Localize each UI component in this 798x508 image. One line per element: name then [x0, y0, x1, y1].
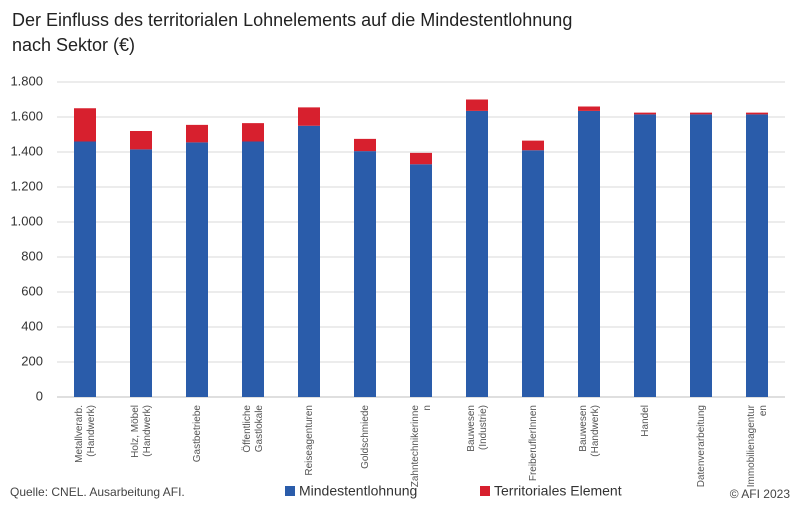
- bar-segment: [634, 112, 656, 115]
- bar-segment: [466, 99, 488, 111]
- x-tick-label: Datenverarbeitung: [696, 405, 707, 487]
- x-tick-label: Reiseagenturen: [304, 405, 315, 476]
- x-tick-label: Bauwesen(Industrie): [466, 405, 489, 452]
- y-tick-label: 1.000: [10, 213, 43, 228]
- bar-segment: [354, 151, 376, 397]
- bar-segment: [410, 164, 432, 397]
- y-tick-label: 800: [21, 248, 43, 263]
- x-tick-label: Zahntechnikerinnen: [410, 405, 433, 488]
- bar-segment: [578, 106, 600, 111]
- x-tick-label: Goldschmiede: [360, 405, 371, 469]
- x-tick-label: Holz, Möbel(Handwerk): [130, 405, 153, 458]
- bar-segment: [242, 123, 264, 142]
- y-tick-label: 1.200: [10, 178, 43, 193]
- y-tick-label: 0: [36, 388, 43, 403]
- x-tick-label: Gastbetriebe: [192, 405, 203, 463]
- bar-segment: [746, 112, 768, 115]
- y-tick-label: 1.800: [10, 73, 43, 88]
- legend-label: Mindestentlohnung: [299, 483, 417, 499]
- copyright: © AFI 2023: [730, 487, 791, 501]
- x-tick-label: FreiberuflerInnen: [528, 405, 539, 481]
- y-tick-label: 600: [21, 283, 43, 298]
- bar-segment: [298, 125, 320, 397]
- bar-segment: [522, 150, 544, 397]
- y-tick-label: 1.400: [10, 143, 43, 158]
- bar-segment: [130, 149, 152, 397]
- bar-segment: [578, 110, 600, 397]
- legend-swatch: [285, 486, 295, 496]
- chart-title: Der Einfluss des territorialen Lohneleme…: [12, 10, 572, 30]
- x-tick-label: ÖffentlicheGastlokale: [241, 405, 265, 453]
- bar-segment: [354, 138, 376, 152]
- bar-segment: [410, 152, 432, 165]
- bar-segment: [186, 142, 208, 397]
- x-tick-label: Handel: [640, 405, 651, 437]
- bar-segment: [298, 107, 320, 126]
- bar-segment: [130, 131, 152, 150]
- bar-segment: [746, 114, 768, 397]
- x-tick-label: Immobilienagenturen: [746, 404, 769, 487]
- bar-segment: [242, 141, 264, 397]
- bar-segment: [74, 141, 96, 397]
- y-tick-label: 200: [21, 353, 43, 368]
- source: Quelle: CNEL. Ausarbeitung AFI.: [10, 485, 185, 499]
- legend-swatch: [480, 486, 490, 496]
- bar-segment: [634, 114, 656, 397]
- bar-segment: [690, 114, 712, 397]
- bar-segment: [690, 112, 712, 115]
- legend-label: Territoriales Element: [494, 483, 622, 499]
- y-tick-label: 1.600: [10, 108, 43, 123]
- bar-segment: [74, 108, 96, 142]
- x-tick-label: Metallverarb.(Handwerk): [74, 405, 97, 463]
- bar-segment: [522, 140, 544, 151]
- bar-segment: [466, 110, 488, 397]
- x-tick-label: Bauwesen(Handwerk): [578, 405, 601, 457]
- bar-segment: [186, 124, 208, 143]
- y-tick-label: 400: [21, 318, 43, 333]
- chart-title: nach Sektor (€): [12, 35, 135, 55]
